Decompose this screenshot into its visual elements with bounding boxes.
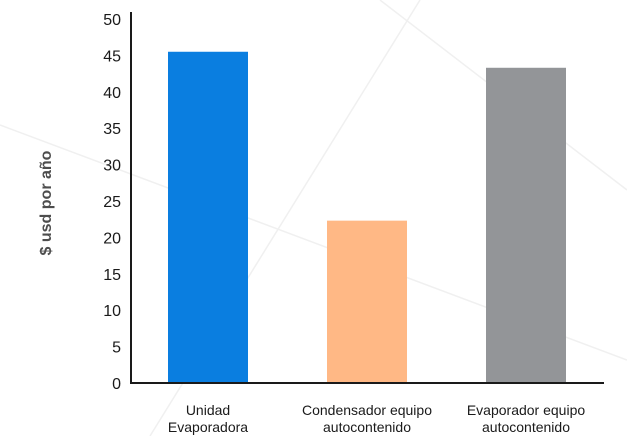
x-category-label: Evaporadora xyxy=(168,419,248,435)
y-tick-label: 45 xyxy=(103,48,121,65)
bar xyxy=(168,51,248,383)
bars xyxy=(168,51,566,383)
x-category-label: Unidad xyxy=(186,402,230,418)
y-tick-label: 40 xyxy=(103,85,121,102)
y-tick-label: 30 xyxy=(103,158,121,175)
y-tick-label: 0 xyxy=(112,376,121,393)
y-tick-label: 10 xyxy=(103,303,121,320)
bar xyxy=(327,220,407,383)
y-axis-ticks: 0 5 10 15 20 25 30 35 40 45 50 xyxy=(103,12,121,393)
y-tick-label: 35 xyxy=(103,121,121,138)
y-tick-label: 20 xyxy=(103,230,121,247)
y-tick-label: 50 xyxy=(103,12,121,29)
x-category-label: autocontenido xyxy=(482,419,570,435)
x-category-label: Condensador equipo xyxy=(302,402,432,418)
y-tick-label: 5 xyxy=(112,340,121,357)
x-category-label: Evaporador equipo xyxy=(467,402,586,418)
y-axis-title: $ usd por año xyxy=(38,150,55,255)
bar xyxy=(486,67,566,383)
y-axis-title-group: $ usd por año xyxy=(38,150,55,255)
x-category-label: autocontenido xyxy=(323,419,411,435)
y-tick-label: 15 xyxy=(103,267,121,284)
y-tick-label: 25 xyxy=(103,194,121,211)
